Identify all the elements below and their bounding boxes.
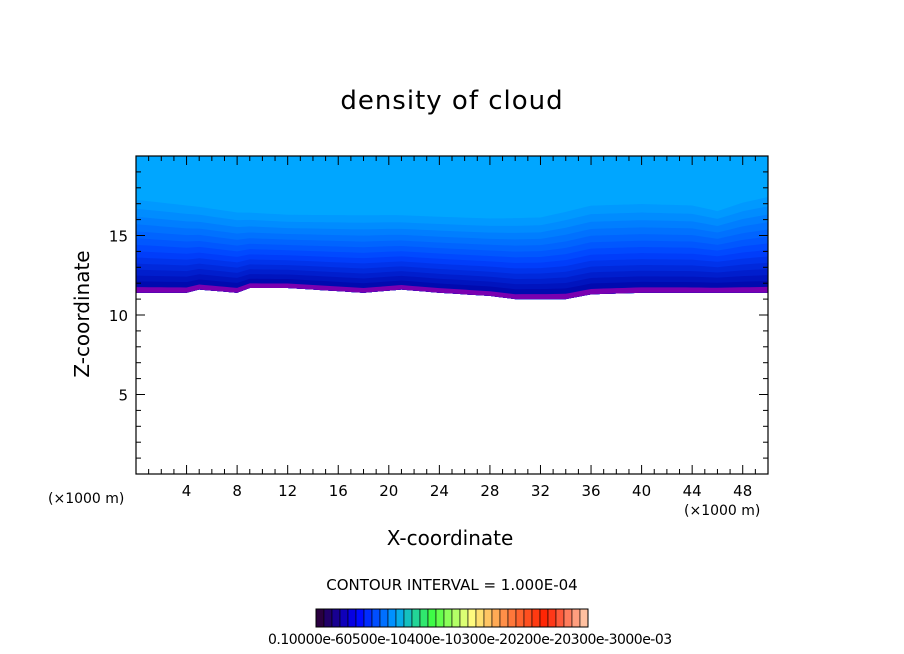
colorbar-cell xyxy=(499,608,509,628)
colorbar-cell xyxy=(427,608,437,628)
colorbar-cell xyxy=(435,608,445,628)
colorbar-cell xyxy=(315,608,325,628)
contour-interval: CONTOUR INTERVAL = 1.000E-04 xyxy=(326,576,578,594)
colorbar-cell xyxy=(483,608,493,628)
colorbar-cell xyxy=(531,608,541,628)
x-axis-label: X-coordinate xyxy=(386,526,514,550)
colorbar-cell xyxy=(363,608,373,628)
colorbar-cell xyxy=(419,608,429,628)
x-tick-label: 40 xyxy=(632,482,651,500)
colorbar-cell xyxy=(411,608,421,628)
colorbar-cell xyxy=(387,608,397,628)
colorbar-cell xyxy=(443,608,453,628)
colorbar-cell xyxy=(579,608,589,628)
colorbar-cell xyxy=(555,608,565,628)
x-tick-label: 48 xyxy=(733,482,752,500)
colorbar-cell xyxy=(451,608,461,628)
y-tick-label: 5 xyxy=(118,387,128,405)
colorbar-cell xyxy=(475,608,485,628)
colorbar-cell xyxy=(459,608,469,628)
colorbar-cell xyxy=(331,608,341,628)
colorbar-cell xyxy=(515,608,525,628)
x-tick-label: 44 xyxy=(683,482,702,500)
chart-title: density of cloud xyxy=(340,86,564,116)
x-unit-label-right: (×1000 m) xyxy=(684,503,761,519)
colorbar-cell xyxy=(523,608,533,628)
x-tick-label: 36 xyxy=(581,482,600,500)
colorbar xyxy=(315,608,589,628)
colorbar-cell xyxy=(371,608,381,628)
colorbar-cell xyxy=(339,608,349,628)
colorbar-cell xyxy=(355,608,365,628)
x-tick-label: 16 xyxy=(329,482,348,500)
colorbar-cell xyxy=(379,608,389,628)
x-tick-label: 20 xyxy=(379,482,398,500)
contour-band-14 xyxy=(136,283,768,300)
y-axis-label: Z-coordinate xyxy=(70,250,94,378)
x-tick-label: 8 xyxy=(232,482,242,500)
colorbar-cell xyxy=(467,608,477,628)
x-tick-label: 12 xyxy=(278,482,297,500)
colorbar-cell xyxy=(323,608,333,628)
colorbar-cell xyxy=(395,608,405,628)
colorbar-cell xyxy=(403,608,413,628)
colorbar-cell xyxy=(571,608,581,628)
y-tick-label: 15 xyxy=(109,228,128,246)
colorbar-cell xyxy=(547,608,557,628)
colorbar-cell xyxy=(563,608,573,628)
colorbar-cell xyxy=(539,608,549,628)
x-unit-label-left: (×1000 m) xyxy=(48,491,125,507)
colorbar-labels: 0.10000e-60500e-10400e-10300e-20200e-203… xyxy=(268,632,672,648)
x-tick-label: 4 xyxy=(182,482,192,500)
x-tick-label: 32 xyxy=(531,482,550,500)
y-tick-label: 10 xyxy=(109,307,128,325)
x-tick-label: 28 xyxy=(480,482,499,500)
colorbar-frame xyxy=(315,608,589,628)
colorbar-cell xyxy=(507,608,517,628)
x-tick-label: 24 xyxy=(430,482,449,500)
colorbar-cell xyxy=(347,608,357,628)
colorbar-cell xyxy=(491,608,501,628)
